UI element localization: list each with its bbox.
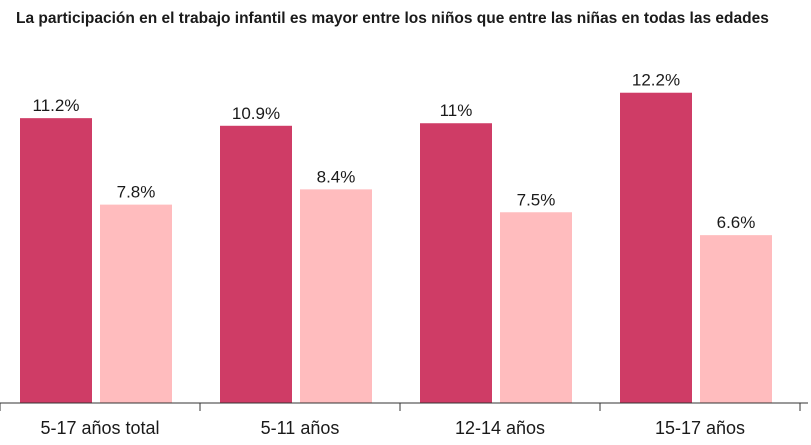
x-axis-ticks-group [0,403,801,411]
value-label-2-series-0: 11% [440,101,473,120]
value-label-0-series-1: 7.8% [117,183,156,202]
bar-2-series-0 [420,123,492,404]
value-label-1-series-0: 10.9% [232,104,280,123]
value-label-3-series-0: 12.2% [632,71,680,90]
bars-group [20,92,772,404]
bar-1-series-1 [300,189,372,403]
x-tick-label-0: 5-17 años total [40,418,159,438]
value-label-1-series-1: 8.4% [317,167,356,186]
bar-0-series-0 [20,118,92,404]
bar-3-series-1 [700,235,772,403]
bar-3-series-0 [620,92,692,403]
value-labels-group: 11.2% 7.8% 10.9% 8.4% 11% 7.5% 12.2% 6.6% [33,71,756,232]
value-label-2-series-1: 7.5% [517,190,556,209]
value-label-3-series-1: 6.6% [717,213,756,232]
value-label-0-series-0: 11.2% [33,96,80,115]
bar-0-series-1 [100,204,172,403]
bar-2-series-1 [500,212,572,403]
chart-title: La participación en el trabajo infantil … [16,10,769,27]
x-tick-label-2: 12-14 años [455,418,545,438]
x-axis-tick-labels-group: 5-17 años total 5-11 años 12-14 años 15-17 … [40,418,745,438]
x-tick-label-1: 5-11 años [261,418,340,438]
x-tick-label-3: 15-17 años [655,418,745,438]
bar-1-series-0 [220,125,292,403]
